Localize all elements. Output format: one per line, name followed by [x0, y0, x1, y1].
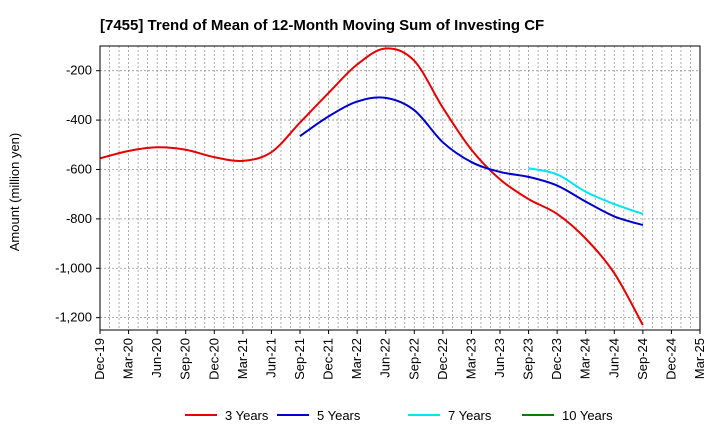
x-tick-label: Dec-19 — [92, 338, 107, 380]
legend-label-3-years: 3 Years — [225, 408, 269, 423]
series-line-5-years — [299, 96, 644, 227]
series-line-3-years — [99, 47, 644, 326]
x-tick-label: Mar-20 — [121, 338, 136, 379]
x-tick-label: Sep-20 — [178, 338, 193, 380]
legend-label-5-years: 5 Years — [317, 408, 361, 423]
x-tick-label: Sep-23 — [521, 338, 536, 380]
x-tick-label: Dec-21 — [321, 338, 336, 380]
y-tick-label: -400 — [66, 112, 92, 127]
series-lines — [99, 47, 644, 326]
x-tick-label: Sep-24 — [635, 338, 650, 380]
y-axis-label: Amount (million yen) — [7, 133, 22, 252]
y-tick-label: -800 — [66, 211, 92, 226]
x-tick-label: Sep-21 — [292, 338, 307, 380]
y-tick-label: -1,200 — [55, 310, 92, 325]
x-tick-label: Mar-24 — [578, 338, 593, 379]
y-tick-label: -200 — [66, 63, 92, 78]
x-tick-label: Mar-21 — [235, 338, 250, 379]
x-tick-label: Jun-21 — [263, 338, 278, 378]
x-tick-label: Jun-20 — [149, 338, 164, 378]
x-tick-label: Dec-23 — [549, 338, 564, 380]
x-tick-label: Jun-24 — [606, 338, 621, 378]
x-tick-label: Mar-22 — [349, 338, 364, 379]
x-tick-label: Jun-23 — [492, 338, 507, 378]
y-tick-label: -600 — [66, 161, 92, 176]
grid — [99, 46, 701, 330]
series-line-7-years — [528, 167, 644, 215]
x-tick-label: Mar-25 — [692, 338, 707, 379]
x-tick-label: Dec-22 — [435, 338, 450, 380]
x-tick-label: Dec-20 — [206, 338, 221, 380]
legend-label-7-years: 7 Years — [448, 408, 492, 423]
chart-title: [7455] Trend of Mean of 12-Month Moving … — [100, 17, 544, 34]
x-tick-label: Mar-23 — [463, 338, 478, 379]
x-tick-label: Dec-24 — [663, 338, 678, 380]
x-tick-label: Sep-22 — [406, 338, 421, 380]
x-tick-label: Jun-22 — [378, 338, 393, 378]
legend: 3 Years 5 Years 7 Years 10 Years — [185, 408, 613, 423]
plot-frame — [99, 45, 701, 331]
legend-label-10-years: 10 Years — [562, 408, 613, 423]
y-tick-label: -1,000 — [55, 260, 92, 275]
